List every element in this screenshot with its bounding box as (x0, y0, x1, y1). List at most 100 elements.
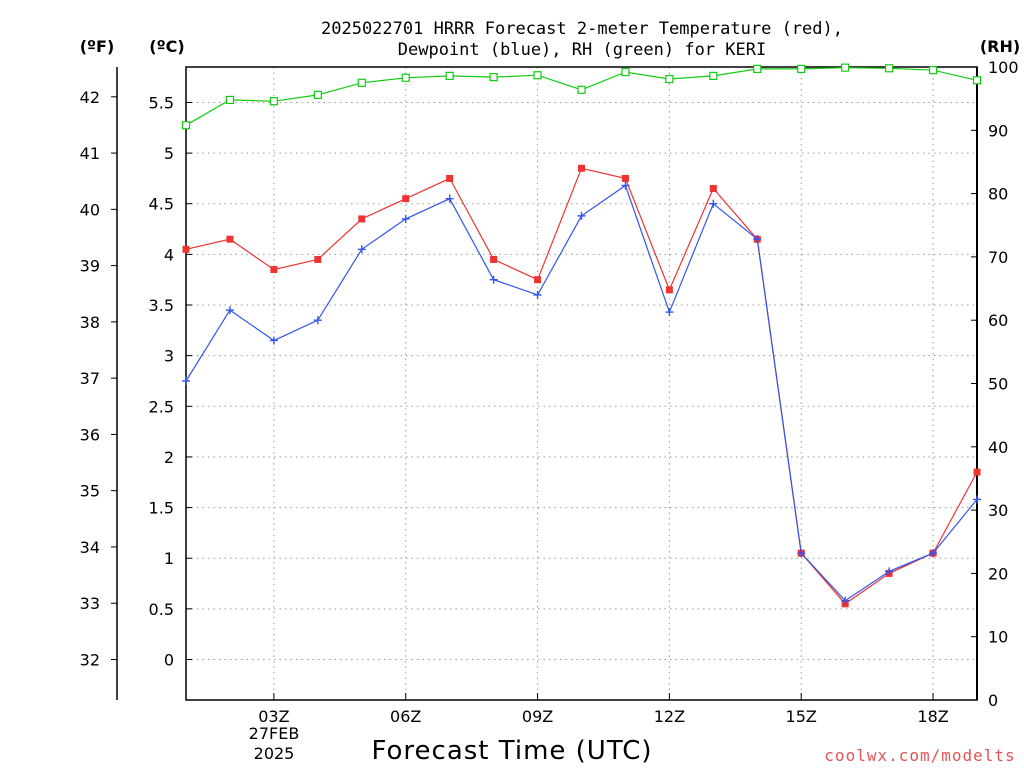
x-tick-03Z: 03Z (258, 707, 289, 726)
rh-unit-label: (RH) (980, 37, 1020, 56)
point-temperature-4 (314, 255, 322, 263)
point-dewpoint-7 (445, 194, 454, 203)
point-rh-13 (709, 71, 718, 80)
point-temperature-6 (402, 195, 410, 203)
celsius-tick-2: 2 (164, 448, 174, 467)
fahrenheit-tick-37: 37 (80, 369, 100, 388)
tick-labels: 32 33 34 35 36 37 38 39 40 41 42 0 0.5 1 1.5 2 2.5 3 3.5 4 4… (80, 58, 1019, 726)
fahrenheit-tick-39: 39 (80, 257, 100, 276)
celsius-unit-label: (ºC) (149, 37, 184, 56)
celsius-tick-4: 4 (164, 245, 174, 264)
celsius-tick-2.5: 2.5 (149, 397, 174, 416)
point-dewpoint-17 (885, 567, 894, 576)
point-temperature-3 (270, 266, 278, 274)
series-lines (181, 63, 982, 608)
point-dewpoint-13 (709, 199, 718, 208)
point-rh-1 (181, 121, 191, 130)
rh-tick-50: 50 (988, 375, 1008, 394)
point-dewpoint-3 (269, 336, 278, 345)
date-label-year: 2025 (254, 744, 295, 763)
point-dewpoint-18 (929, 549, 938, 558)
rh-tick-100: 100 (988, 58, 1019, 77)
point-dewpoint-5 (357, 245, 366, 254)
point-rh-7 (445, 71, 454, 80)
point-dewpoint-6 (401, 214, 410, 223)
x-tick-15Z: 15Z (786, 707, 817, 726)
rh-tick-0: 0 (988, 691, 998, 710)
point-dewpoint-9 (533, 290, 542, 299)
point-temperature-10 (578, 164, 585, 172)
celsius-tick-4.5: 4.5 (149, 195, 174, 214)
x-tick-06Z: 06Z (390, 707, 421, 726)
point-temperature-11 (621, 174, 629, 182)
series-rh (181, 63, 982, 130)
celsius-tick-0: 0 (164, 650, 174, 669)
point-temperature-8 (490, 255, 498, 263)
point-temperature-1 (182, 245, 190, 253)
point-rh-15 (797, 64, 806, 73)
grid-lines (186, 67, 977, 700)
point-dewpoint-8 (489, 275, 498, 284)
point-rh-12 (665, 74, 674, 84)
fahrenheit-tick-40: 40 (80, 200, 100, 219)
fahrenheit-tick-35: 35 (80, 482, 100, 501)
rh-tick-10: 10 (988, 628, 1008, 647)
point-dewpoint-1 (182, 376, 190, 385)
point-dewpoint-16 (841, 596, 850, 605)
series-line-rh (185, 66, 978, 126)
point-dewpoint-19 (973, 495, 981, 504)
point-rh-17 (885, 64, 894, 73)
plot-frame (185, 66, 978, 701)
point-temperature-5 (358, 215, 366, 223)
fahrenheit-tick-36: 36 (80, 425, 100, 444)
credit-link[interactable]: coolwx.com/modelts (824, 746, 1015, 765)
point-temperature-9 (534, 276, 542, 284)
point-dewpoint-10 (577, 211, 586, 220)
series-line-dewpoint (185, 184, 978, 602)
point-rh-4 (313, 90, 322, 99)
chart-title-line1: 2025022701 HRRR Forecast 2-meter Tempera… (321, 19, 843, 39)
series-dewpoint (182, 181, 981, 605)
point-rh-11 (621, 67, 630, 77)
series-temperature (182, 164, 981, 608)
x-tick-18Z: 18Z (917, 707, 948, 726)
point-rh-5 (357, 78, 366, 87)
fahrenheit-tick-42: 42 (80, 88, 100, 107)
celsius-tick-0.5: 0.5 (149, 600, 174, 619)
point-rh-18 (928, 66, 938, 75)
x-axis-label: Forecast Time (UTC) (371, 736, 652, 766)
point-rh-16 (841, 63, 850, 72)
fahrenheit-tick-41: 41 (80, 144, 100, 163)
date-label-day: 27FEB (249, 724, 300, 743)
rh-tick-80: 80 (988, 185, 1008, 204)
rh-tick-30: 30 (988, 501, 1008, 520)
point-temperature-19 (973, 468, 981, 476)
point-rh-10 (577, 85, 586, 94)
rh-tick-20: 20 (988, 564, 1008, 583)
celsius-tick-1: 1 (164, 549, 174, 568)
celsius-tick-5.5: 5.5 (149, 93, 174, 112)
point-rh-14 (753, 64, 762, 73)
celsius-tick-5: 5 (164, 144, 174, 163)
point-rh-8 (489, 73, 498, 82)
celsius-tick-3: 3 (164, 347, 174, 366)
point-temperature-7 (446, 174, 454, 182)
point-dewpoint-14 (753, 235, 762, 244)
fahrenheit-tick-32: 32 (80, 650, 100, 669)
point-temperature-13 (709, 185, 717, 193)
celsius-tick-1.5: 1.5 (149, 499, 174, 518)
point-rh-3 (269, 97, 278, 106)
chart-title-line2: Dewpoint (blue), RH (green) for KERI (398, 40, 766, 60)
x-tick-12Z: 12Z (654, 707, 685, 726)
celsius-tick-3.5: 3.5 (149, 296, 174, 315)
point-rh-9 (533, 71, 542, 80)
point-temperature-12 (665, 286, 673, 294)
point-rh-2 (225, 95, 235, 105)
point-temperature-2 (226, 235, 234, 243)
fahrenheit-tick-38: 38 (80, 313, 100, 332)
rh-tick-90: 90 (988, 121, 1008, 140)
point-dewpoint-11 (621, 181, 630, 190)
fahrenheit-unit-label: (ºF) (80, 37, 115, 56)
series-line-temperature (185, 167, 978, 605)
